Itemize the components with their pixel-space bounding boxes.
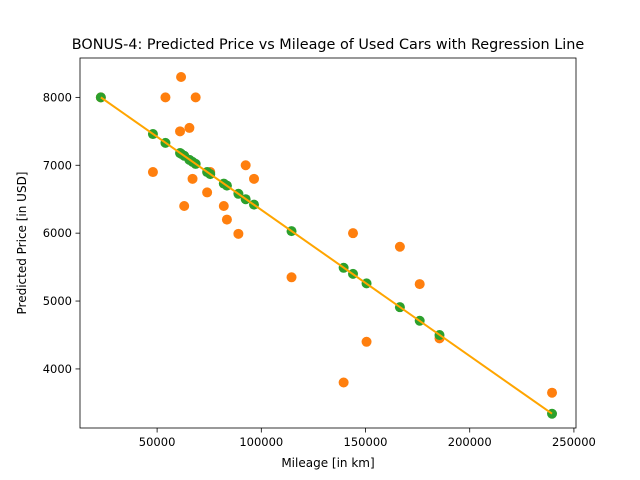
actual-point-4 bbox=[176, 72, 187, 83]
y-axis: 4000 5000 6000 7000 8000 bbox=[43, 90, 80, 376]
y-tick-label-5000: 5000 bbox=[43, 294, 72, 308]
actual-point-17 bbox=[338, 377, 349, 388]
actual-point-2 bbox=[160, 92, 171, 103]
x-axis: 50000 100000 150000 200000 250000 bbox=[139, 428, 596, 449]
regression-line bbox=[100, 96, 553, 415]
actual-point-18 bbox=[348, 228, 359, 239]
y-tick-label-4000: 4000 bbox=[43, 362, 72, 376]
actual-point-5 bbox=[179, 201, 190, 211]
actual-point-19 bbox=[361, 336, 372, 347]
x-tick-label-50000: 50000 bbox=[139, 435, 176, 449]
x-tick-label-250000: 250000 bbox=[552, 435, 596, 449]
actual-point-11 bbox=[218, 201, 229, 211]
actual-point-7 bbox=[187, 173, 198, 184]
plot-marks bbox=[95, 72, 558, 419]
actual-point-15 bbox=[249, 173, 260, 184]
actual-point-16 bbox=[286, 272, 297, 283]
y-tick-label-8000: 8000 bbox=[43, 90, 72, 104]
x-axis-label: Mileage [in km] bbox=[281, 456, 374, 470]
actual-point-9 bbox=[202, 187, 213, 198]
actual-point-6 bbox=[184, 122, 195, 133]
x-tick-label-200000: 200000 bbox=[448, 435, 492, 449]
y-tick-label-7000: 7000 bbox=[43, 158, 72, 172]
actual-point-13 bbox=[233, 228, 244, 239]
x-tick-label-100000: 100000 bbox=[239, 435, 283, 449]
y-axis-label: Predicted Price [in USD] bbox=[15, 172, 29, 315]
y-tick-label-6000: 6000 bbox=[43, 226, 72, 240]
actual-point-1 bbox=[147, 167, 158, 178]
x-tick-label-150000: 150000 bbox=[344, 435, 388, 449]
actual-point-23 bbox=[547, 387, 558, 398]
plot-frame bbox=[79, 57, 577, 429]
actual-point-12 bbox=[221, 214, 232, 225]
actual-point-21 bbox=[414, 279, 425, 290]
actual-point-3 bbox=[175, 126, 186, 137]
actual-point-14 bbox=[240, 160, 251, 171]
actual-point-20 bbox=[394, 241, 405, 252]
chart-title: BONUS-4: Predicted Price vs Mileage of U… bbox=[72, 37, 585, 53]
plot-area bbox=[80, 58, 576, 428]
actual-point-8 bbox=[190, 92, 201, 103]
